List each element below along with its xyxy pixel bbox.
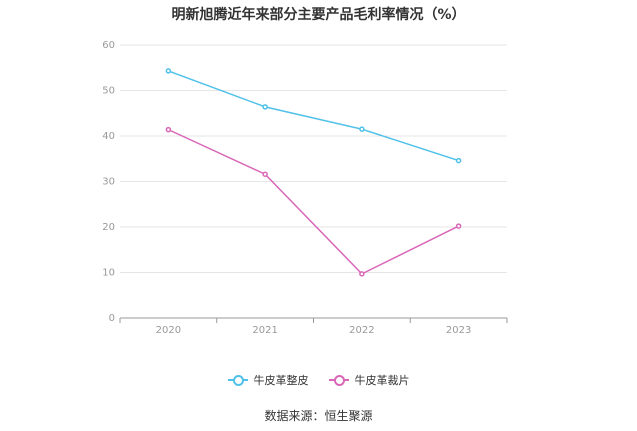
legend: 牛皮革整皮 牛皮革裁片 [0,372,637,388]
data-point [262,104,268,110]
data-point [359,271,365,277]
data-point [455,223,462,229]
legend-swatch-icon [227,374,248,386]
legend-label: 牛皮革整皮 [253,374,309,387]
y-tick-label: 30 [102,177,115,188]
y-tick-label: 50 [102,86,115,97]
x-tick-label: 2023 [446,325,471,336]
legend-item-series-0[interactable]: 牛皮革整皮 [227,372,309,388]
series [165,68,462,277]
data-point [165,126,172,133]
legend-swatch-icon [328,374,349,386]
y-tick-label: 60 [102,40,115,51]
source-note: 数据来源：恒生聚源 [264,409,373,423]
x-tick-label: 2021 [252,325,277,336]
x-tick-label: 2020 [156,325,181,336]
y-tick-label: 0 [109,313,115,324]
data-point [262,171,268,177]
y-tick-label: 20 [102,222,115,233]
data-point [455,157,462,164]
legend-item-series-1[interactable]: 牛皮革裁片 [328,372,410,388]
legend-label: 牛皮革裁片 [354,374,410,387]
series-line-1 [168,128,459,275]
grid-lines [120,44,507,273]
chart-title: 明新旭腾近年来部分主要产品毛利率情况（%） [171,7,466,23]
y-tick-label: 10 [102,268,115,279]
series-line-0 [168,70,459,162]
y-tick-label: 40 [102,131,115,142]
data-point [165,68,172,74]
data-point [359,126,365,132]
x-tick-label: 2022 [349,325,374,336]
axes: 0 10 20 30 40 50 60 2020 2021 2022 2023 [102,40,508,336]
